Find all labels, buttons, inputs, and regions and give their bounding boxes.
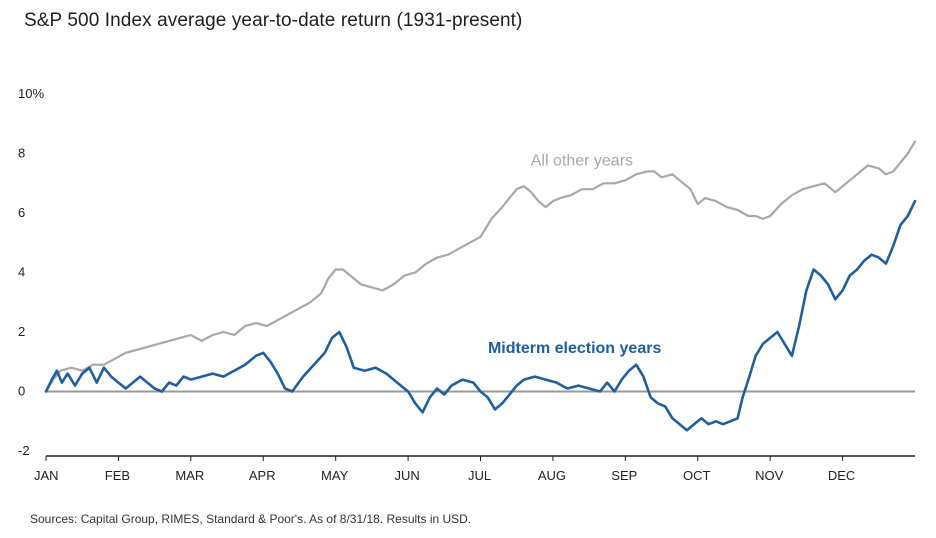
- y-tick-label-1: 8: [18, 146, 25, 161]
- y-tick-label-6: -2: [18, 443, 30, 458]
- x-tick-label-nov: NOV: [755, 468, 784, 483]
- y-tick-label-0: 10%: [18, 86, 44, 101]
- series-line-all-other-years: [44, 140, 917, 393]
- x-tick-label-aug: AUG: [538, 468, 566, 483]
- x-axis: JAN FEB MAR APR MAY JUN JUL AUG SEP OCT NOV DEC: [34, 455, 915, 483]
- series-lines: [44, 140, 917, 432]
- x-tick-label-mar: MAR: [175, 468, 204, 483]
- y-tick-label-4: 2: [18, 324, 25, 339]
- series-line-midterm-election-years: [44, 199, 917, 432]
- x-tick-label-jan: JAN: [34, 468, 59, 483]
- y-axis-tick-labels: 10% 8 6 4 2 0 -2: [18, 86, 44, 458]
- x-tick-label-dec: DEC: [828, 468, 855, 483]
- x-tick-label-feb: FEB: [105, 468, 130, 483]
- annotation-midterm-election-years: Midterm election years: [488, 340, 662, 357]
- y-tick-label-3: 4: [18, 265, 25, 280]
- source-note: Sources: Capital Group, RIMES, Standard …: [30, 512, 472, 526]
- y-tick-label-5: 0: [18, 384, 25, 399]
- chart-title: S&P 500 Index average year-to-date retur…: [24, 10, 523, 31]
- x-tick-label-jul: JUL: [468, 468, 491, 483]
- x-tick-label-may: MAY: [321, 468, 349, 483]
- x-tick-label-jun: JUN: [394, 468, 419, 483]
- x-tick-label-sep: SEP: [611, 468, 637, 483]
- annotation-all-other-years: All other years: [531, 152, 633, 169]
- series-annotations: All other years Midterm election years: [488, 152, 662, 356]
- y-tick-label-2: 6: [18, 205, 25, 220]
- x-tick-label-apr: APR: [249, 468, 276, 483]
- x-tick-label-oct: OCT: [683, 468, 711, 483]
